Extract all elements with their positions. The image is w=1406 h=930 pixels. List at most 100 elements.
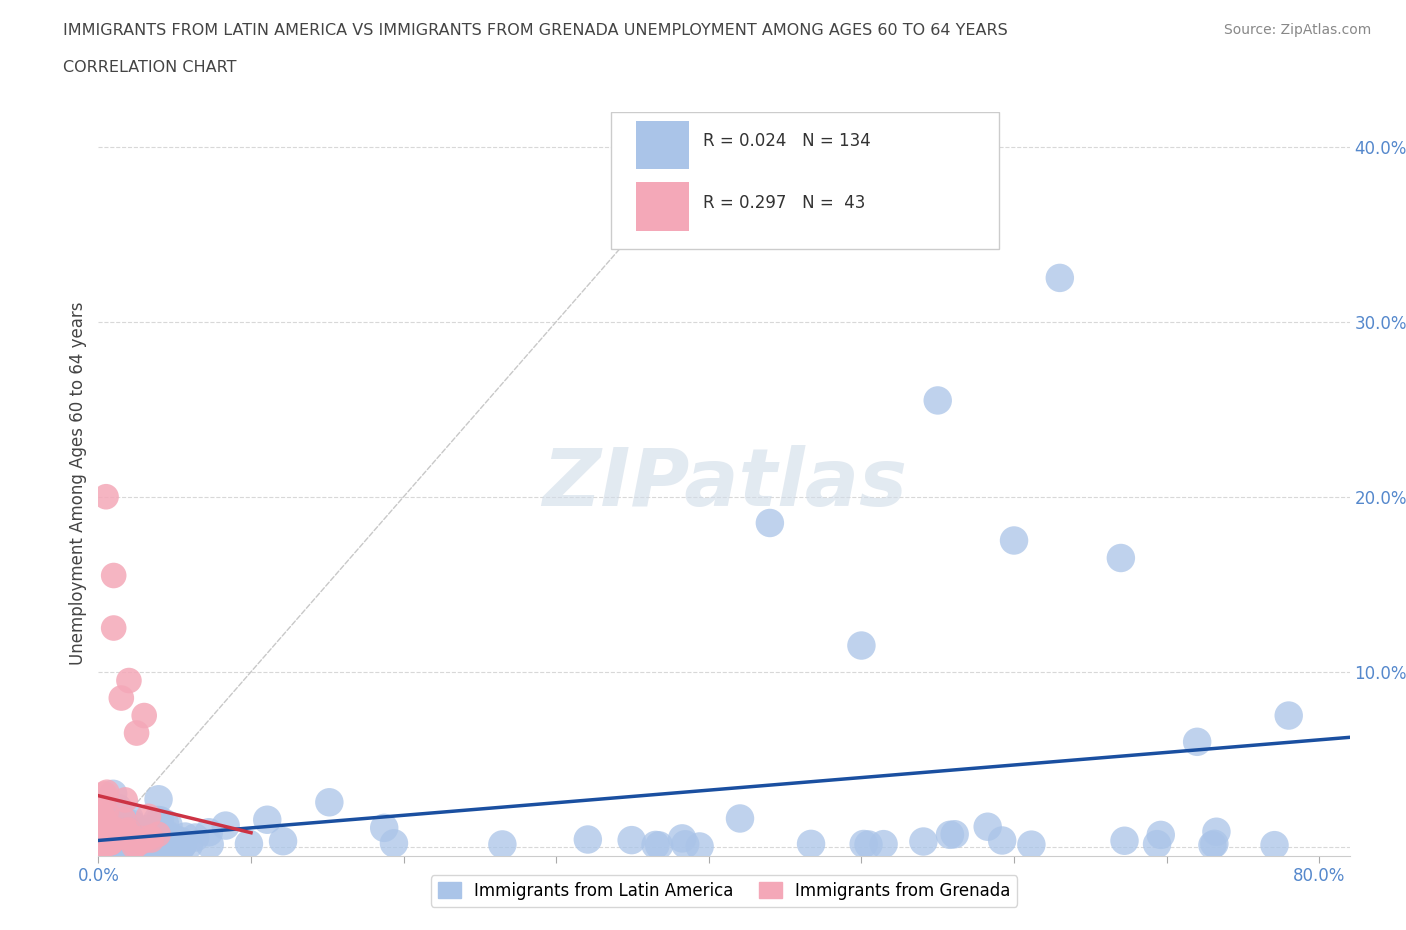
Point	[107, 828, 129, 843]
Bar	[637, 182, 689, 231]
Point	[120, 829, 142, 844]
Point	[90, 839, 112, 854]
Point	[644, 838, 666, 853]
Point	[107, 801, 129, 816]
Point	[103, 839, 125, 854]
Point	[104, 829, 127, 844]
Point	[153, 837, 176, 852]
Point	[96, 804, 118, 819]
Point	[91, 826, 114, 841]
Point	[90, 837, 112, 852]
Point	[1185, 735, 1208, 750]
Point	[118, 673, 141, 688]
Text: IMMIGRANTS FROM LATIN AMERICA VS IMMIGRANTS FROM GRENADA UNEMPLOYMENT AMONG AGES: IMMIGRANTS FROM LATIN AMERICA VS IMMIGRA…	[63, 23, 1008, 38]
Point	[373, 820, 395, 835]
Point	[91, 836, 114, 851]
Point	[104, 834, 127, 849]
Point	[800, 836, 823, 851]
Point	[122, 835, 145, 850]
Point	[107, 826, 129, 841]
Point	[172, 837, 194, 852]
Point	[939, 828, 962, 843]
Point	[620, 832, 643, 847]
Point	[91, 839, 114, 854]
Point	[1002, 533, 1025, 548]
Point	[93, 813, 115, 828]
Point	[93, 824, 115, 839]
Point	[134, 838, 156, 853]
Point	[852, 837, 875, 852]
Point	[107, 829, 129, 844]
Point	[1150, 828, 1173, 843]
Point	[138, 830, 160, 844]
Point	[149, 834, 172, 849]
Point	[114, 792, 136, 807]
Point	[138, 824, 160, 839]
Point	[134, 708, 156, 723]
Point	[184, 830, 207, 845]
Y-axis label: Unemployment Among Ages 60 to 64 years: Unemployment Among Ages 60 to 64 years	[69, 302, 87, 665]
Text: R = 0.297   N =  43: R = 0.297 N = 43	[703, 194, 865, 212]
Point	[125, 826, 148, 841]
Point	[96, 785, 118, 800]
Point	[100, 835, 122, 850]
Point	[134, 831, 156, 846]
Point	[927, 393, 949, 408]
Point	[256, 812, 278, 827]
Point	[110, 818, 132, 833]
Point	[89, 828, 111, 843]
Point	[90, 840, 112, 855]
Point	[97, 834, 120, 849]
Point	[157, 817, 180, 832]
Point	[90, 804, 112, 819]
Point	[98, 837, 121, 852]
Point	[170, 833, 193, 848]
Point	[1201, 838, 1223, 853]
Point	[122, 837, 145, 852]
Point	[89, 834, 111, 849]
Point	[157, 828, 180, 843]
Point	[104, 831, 127, 846]
Point	[112, 815, 135, 830]
Point	[271, 833, 294, 848]
Point	[159, 830, 181, 844]
Point	[105, 836, 128, 851]
Point	[90, 819, 112, 834]
FancyBboxPatch shape	[612, 112, 1000, 249]
Point	[124, 835, 146, 850]
Point	[110, 835, 132, 850]
Point	[976, 819, 998, 834]
Point	[759, 515, 782, 530]
Point	[153, 816, 176, 830]
Point	[648, 838, 671, 853]
Point	[132, 830, 155, 844]
Point	[1146, 837, 1168, 852]
Point	[1114, 833, 1136, 848]
Point	[98, 835, 121, 850]
Point	[97, 833, 120, 848]
Point	[103, 620, 125, 635]
Point	[139, 830, 162, 844]
Point	[576, 832, 599, 847]
Text: ZIPatlas: ZIPatlas	[541, 445, 907, 523]
Point	[943, 827, 966, 842]
Point	[115, 833, 138, 848]
Point	[120, 823, 142, 838]
Point	[121, 817, 143, 831]
Point	[131, 834, 153, 849]
Point	[138, 821, 160, 836]
Point	[112, 812, 135, 827]
Point	[111, 837, 134, 852]
Point	[110, 831, 132, 846]
Point	[110, 827, 132, 842]
Point	[132, 828, 155, 843]
Point	[150, 839, 173, 854]
Point	[198, 825, 221, 840]
Bar	[637, 121, 689, 169]
Point	[129, 836, 152, 851]
Point	[103, 568, 125, 583]
Point	[148, 827, 170, 842]
Point	[91, 796, 114, 811]
Point	[146, 813, 169, 828]
Point	[111, 831, 134, 846]
